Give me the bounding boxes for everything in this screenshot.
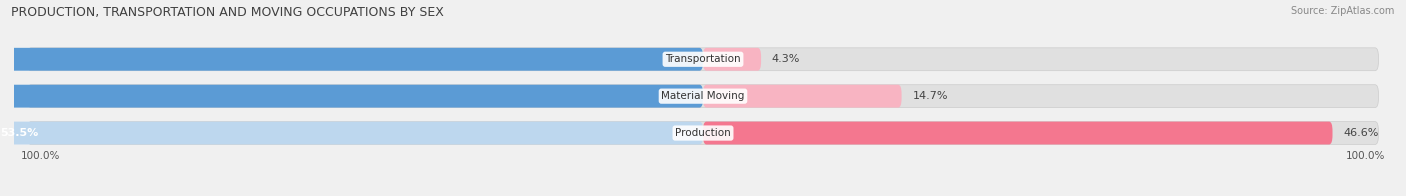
FancyBboxPatch shape <box>703 48 761 71</box>
Text: 100.0%: 100.0% <box>21 151 60 161</box>
FancyBboxPatch shape <box>0 48 703 71</box>
FancyBboxPatch shape <box>28 122 1378 144</box>
Text: 14.7%: 14.7% <box>912 91 948 101</box>
FancyBboxPatch shape <box>28 48 1378 71</box>
FancyBboxPatch shape <box>703 122 1333 144</box>
Text: Production: Production <box>675 128 731 138</box>
Text: Source: ZipAtlas.com: Source: ZipAtlas.com <box>1291 6 1395 16</box>
FancyBboxPatch shape <box>703 85 901 108</box>
Text: PRODUCTION, TRANSPORTATION AND MOVING OCCUPATIONS BY SEX: PRODUCTION, TRANSPORTATION AND MOVING OC… <box>11 6 444 19</box>
FancyBboxPatch shape <box>0 85 703 108</box>
Text: 4.3%: 4.3% <box>772 54 800 64</box>
Text: Transportation: Transportation <box>665 54 741 64</box>
Text: Material Moving: Material Moving <box>661 91 745 101</box>
FancyBboxPatch shape <box>0 122 703 144</box>
FancyBboxPatch shape <box>28 85 1378 108</box>
Text: 53.5%: 53.5% <box>0 128 39 138</box>
Text: 46.6%: 46.6% <box>1343 128 1379 138</box>
Text: 100.0%: 100.0% <box>1346 151 1385 161</box>
